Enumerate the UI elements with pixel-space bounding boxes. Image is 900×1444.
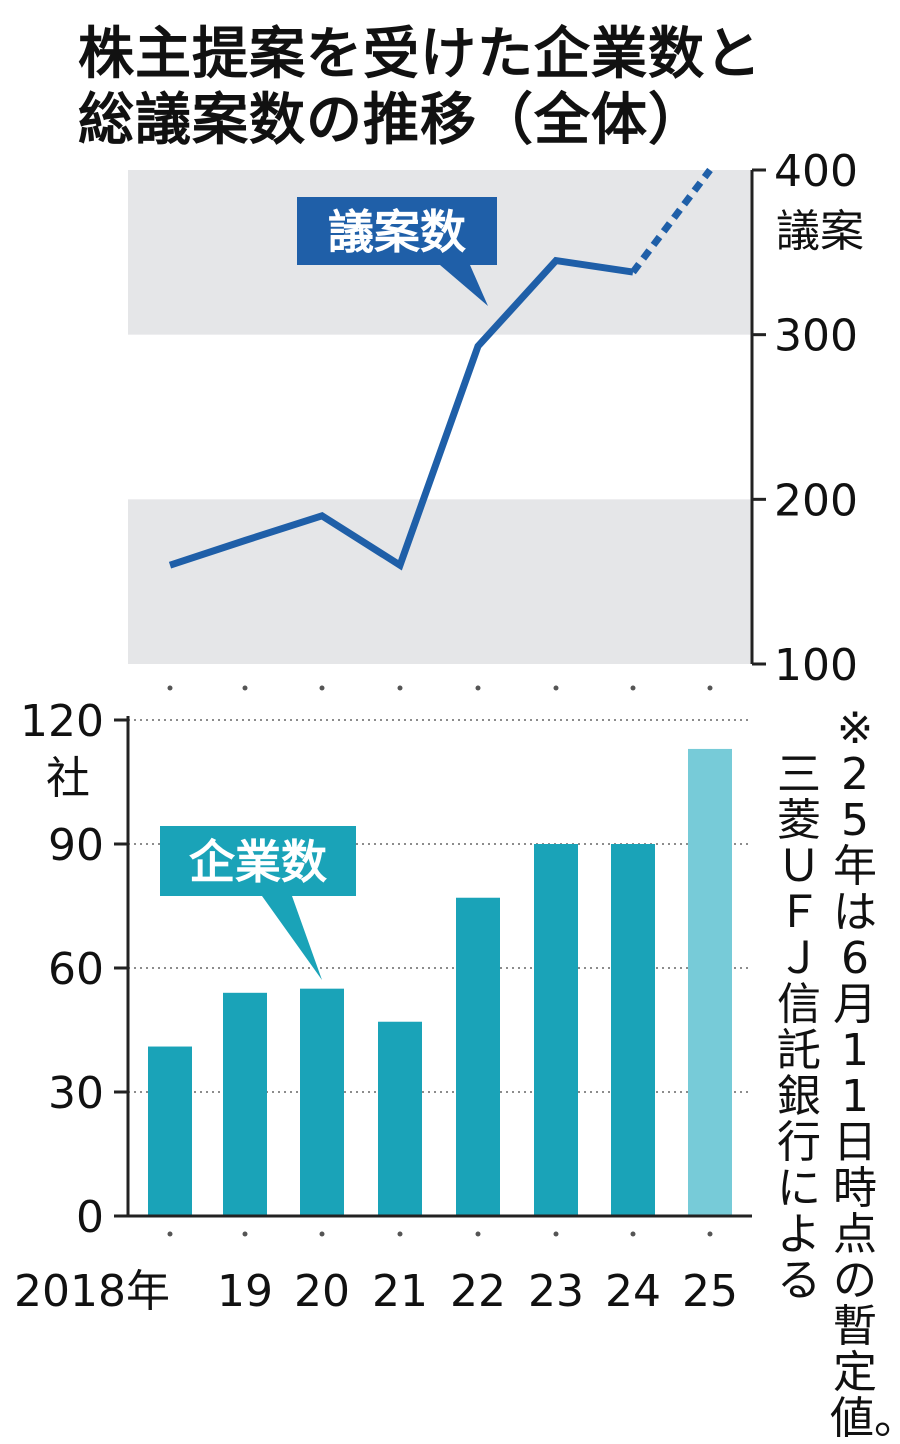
note-provisional: 25年は6月11日時点の暫定値。 [830, 752, 880, 1442]
x-tick-label-3: 21 [372, 1266, 428, 1317]
bar-4 [456, 898, 500, 1216]
x-tick-label-5: 23 [528, 1266, 584, 1317]
x-dot-3 [398, 1232, 403, 1237]
divider-dot-5 [554, 686, 559, 691]
bar-2 [300, 989, 344, 1216]
source-note: ※ 25年は6月11日時点の暫定値。 三菱ＵＦＪ信託銀行による [772, 706, 882, 1326]
note-mark: ※ [830, 706, 880, 752]
line-callout-label: 議案数 [328, 205, 466, 259]
note-column-2: 三菱ＵＦＪ信託銀行による [774, 752, 824, 1304]
x-dot-7 [708, 1232, 713, 1237]
bar-1 [223, 993, 267, 1216]
line-y-tick-label-3: 400 [774, 146, 858, 197]
x-dot-2 [320, 1232, 325, 1237]
divider-dot-7 [708, 686, 713, 691]
x-tick-label-0: 2018年 [14, 1266, 170, 1317]
bar-y-tick-label-4: 120 [20, 696, 104, 747]
divider-dot-6 [631, 686, 636, 691]
x-tick-label-2: 20 [294, 1266, 350, 1317]
bar-y-unit: 社 [46, 753, 90, 804]
bar-y-tick-label-0: 0 [76, 1192, 104, 1243]
x-tick-label-1: 19 [217, 1266, 273, 1317]
x-dot-4 [476, 1232, 481, 1237]
divider-dot-1 [243, 686, 248, 691]
x-dot-5 [554, 1232, 559, 1237]
x-dot-0 [168, 1232, 173, 1237]
divider-dot-0 [168, 686, 173, 691]
x-tick-label-4: 22 [450, 1266, 506, 1317]
line-chart-band-0 [128, 499, 752, 664]
line-y-tick-label-2: 300 [774, 311, 858, 362]
divider-dot-3 [398, 686, 403, 691]
line-y-tick-label-1: 200 [774, 475, 858, 526]
bar-3 [378, 1022, 422, 1216]
bar-callout-label: 企業数 [189, 835, 327, 889]
bar-5 [534, 844, 578, 1216]
bar-y-tick-label-2: 60 [48, 944, 104, 995]
x-dot-1 [243, 1232, 248, 1237]
bar-y-tick-label-3: 90 [48, 820, 104, 871]
bar-7 [688, 749, 732, 1216]
line-y-tick-label-0: 100 [774, 640, 858, 691]
x-tick-label-6: 24 [605, 1266, 661, 1317]
bar-0 [148, 1047, 192, 1216]
line-y-unit: 議案 [776, 206, 864, 257]
x-tick-label-7: 25 [682, 1266, 738, 1317]
x-dot-6 [631, 1232, 636, 1237]
bar-y-tick-label-1: 30 [48, 1068, 104, 1119]
divider-dot-2 [320, 686, 325, 691]
bar-6 [611, 844, 655, 1216]
note-source: 三菱ＵＦＪ信託銀行による [774, 752, 824, 1304]
divider-dot-4 [476, 686, 481, 691]
